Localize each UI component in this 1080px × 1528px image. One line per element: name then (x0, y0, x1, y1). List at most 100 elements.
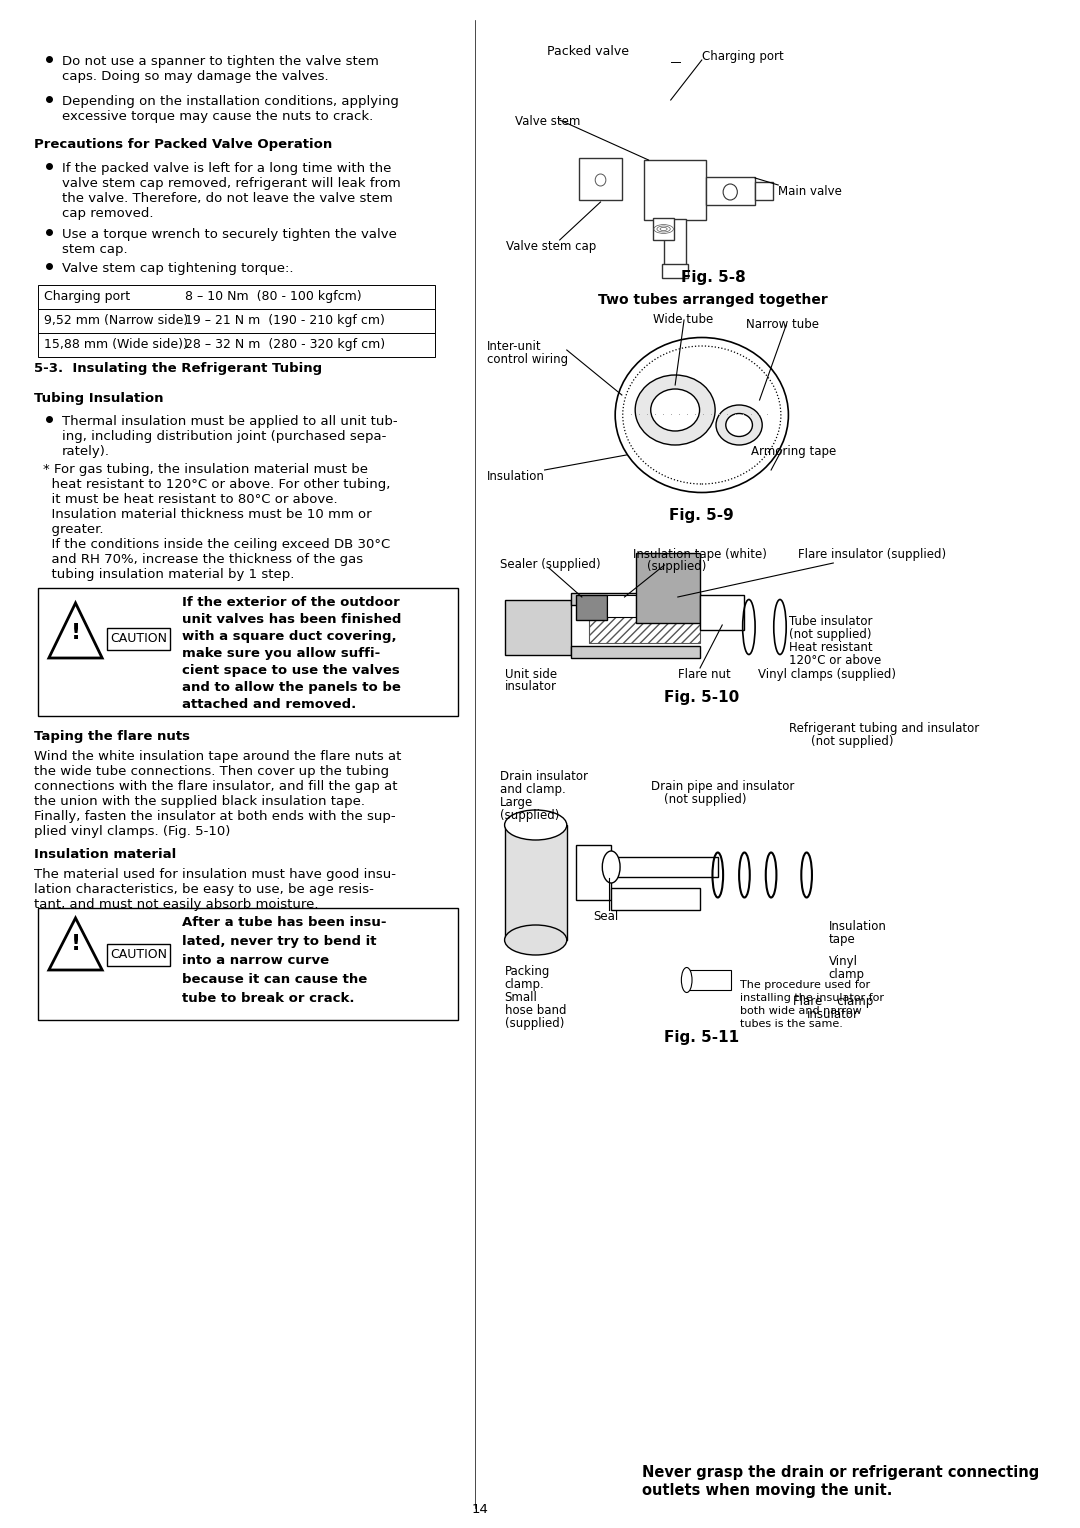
Ellipse shape (504, 924, 567, 955)
Bar (636, 553, 700, 623)
Bar (706, 177, 755, 205)
Text: stem cap.: stem cap. (63, 243, 127, 257)
Text: Narrow tube: Narrow tube (746, 318, 820, 332)
Text: Two tubes arranged together: Two tubes arranged together (598, 293, 828, 307)
Bar (576, 845, 611, 900)
Text: (supplied): (supplied) (500, 808, 559, 822)
Text: If the conditions inside the ceiling exceed DB 30°C: If the conditions inside the ceiling exc… (42, 538, 390, 552)
Text: Depending on the installation conditions, applying: Depending on the installation conditions… (63, 95, 399, 108)
Text: Finally, fasten the insulator at both ends with the sup-: Finally, fasten the insulator at both en… (33, 810, 395, 824)
Text: excessive torque may cause the nuts to crack.: excessive torque may cause the nuts to c… (63, 110, 374, 122)
Bar (687, 970, 731, 990)
Text: Fig. 5-11: Fig. 5-11 (664, 1030, 740, 1045)
Text: Flare nut: Flare nut (678, 668, 730, 681)
Text: Vinyl clamps (supplied): Vinyl clamps (supplied) (758, 668, 895, 681)
Text: Do not use a spanner to tighten the valve stem: Do not use a spanner to tighten the valv… (63, 55, 379, 69)
Bar (504, 825, 567, 940)
Text: hose band: hose band (504, 1004, 566, 1018)
Text: Flare    clamp: Flare clamp (794, 995, 874, 1008)
Bar (38, 333, 435, 358)
Polygon shape (49, 918, 103, 970)
Text: installing the insulator for: installing the insulator for (740, 993, 885, 1002)
Text: Fig. 5-8: Fig. 5-8 (681, 270, 745, 286)
Text: outlets when moving the unit.: outlets when moving the unit. (643, 1484, 893, 1497)
Text: tubes is the same.: tubes is the same. (740, 1019, 842, 1028)
Bar (108, 628, 170, 649)
Text: Precautions for Packed Valve Operation: Precautions for Packed Valve Operation (33, 138, 332, 151)
Bar (571, 646, 700, 659)
Text: 8 – 10 Nm  (80 - 100 kgfcm): 8 – 10 Nm (80 - 100 kgfcm) (185, 290, 362, 303)
Text: Insulation: Insulation (487, 471, 544, 483)
Ellipse shape (635, 374, 715, 445)
Bar (664, 219, 686, 264)
Text: Inter-unit: Inter-unit (487, 341, 541, 353)
Text: connections with the flare insulator, and fill the gap at: connections with the flare insulator, an… (33, 779, 397, 793)
Text: Flare insulator (supplied): Flare insulator (supplied) (798, 549, 946, 561)
Bar (589, 610, 700, 643)
Ellipse shape (726, 414, 753, 437)
Text: Thermal insulation must be applied to all unit tub-: Thermal insulation must be applied to al… (63, 416, 397, 428)
Text: Seal: Seal (593, 911, 619, 923)
Polygon shape (49, 604, 103, 659)
Ellipse shape (623, 345, 781, 484)
Text: If the packed valve is left for a long time with the: If the packed valve is left for a long t… (63, 162, 392, 176)
Text: attached and removed.: attached and removed. (183, 698, 356, 711)
Text: both wide and narrow: both wide and narrow (740, 1005, 862, 1016)
Text: the valve. Therefore, do not leave the valve stem: the valve. Therefore, do not leave the v… (63, 193, 393, 205)
Text: (supplied): (supplied) (504, 1018, 564, 1030)
Bar (653, 219, 674, 240)
Text: Insulation tape (white): Insulation tape (white) (633, 549, 767, 561)
Text: Insulation material: Insulation material (33, 848, 176, 860)
Text: Insulation material thickness must be 10 mm or: Insulation material thickness must be 10… (42, 507, 372, 521)
Text: Use a torque wrench to securely tighten the valve: Use a torque wrench to securely tighten … (63, 228, 397, 241)
Text: Valve stem cap: Valve stem cap (507, 240, 596, 254)
Text: ing, including distribution joint (purchased sepa-: ing, including distribution joint (purch… (63, 429, 387, 443)
Text: 14: 14 (471, 1504, 488, 1516)
Text: Drain pipe and insulator: Drain pipe and insulator (651, 779, 795, 793)
Text: clamp.: clamp. (504, 978, 544, 992)
Text: lated, never try to bend it: lated, never try to bend it (183, 935, 377, 947)
Text: Valve stem cap tightening torque:.: Valve stem cap tightening torque:. (63, 261, 294, 275)
Text: it must be heat resistant to 80°C or above.: it must be heat resistant to 80°C or abo… (42, 494, 337, 506)
Bar (662, 264, 688, 278)
Text: Main valve: Main valve (779, 185, 842, 199)
Bar (611, 888, 700, 911)
Text: and RH 70%, increase the thickness of the gas: and RH 70%, increase the thickness of th… (42, 553, 363, 565)
Text: Insulation: Insulation (828, 920, 887, 934)
Text: Drain insulator: Drain insulator (500, 770, 589, 782)
Bar (700, 594, 744, 630)
Text: Armoring tape: Armoring tape (751, 445, 836, 458)
Text: Never grasp the drain or refrigerant connecting: Never grasp the drain or refrigerant con… (643, 1465, 1040, 1481)
Text: plied vinyl clamps. (Fig. 5-10): plied vinyl clamps. (Fig. 5-10) (33, 825, 230, 837)
Bar (38, 286, 435, 309)
Text: tube to break or crack.: tube to break or crack. (183, 992, 354, 1005)
Text: 5-3.  Insulating the Refrigerant Tubing: 5-3. Insulating the Refrigerant Tubing (33, 362, 322, 374)
Text: and clamp.: and clamp. (500, 782, 566, 796)
Text: with a square duct covering,: with a square duct covering, (183, 630, 396, 643)
Text: Fig. 5-10: Fig. 5-10 (664, 691, 740, 704)
Text: Unit side: Unit side (504, 668, 556, 681)
Ellipse shape (616, 338, 788, 492)
Text: tant, and must not easily absorb moisture.: tant, and must not easily absorb moistur… (33, 898, 319, 911)
Bar (38, 908, 458, 1021)
Text: tape: tape (828, 934, 855, 946)
Bar (579, 157, 622, 200)
Text: (not supplied): (not supplied) (664, 793, 747, 805)
Text: If the exterior of the outdoor: If the exterior of the outdoor (183, 596, 400, 610)
Text: the union with the supplied black insulation tape.: the union with the supplied black insula… (33, 795, 365, 808)
Text: After a tube has been insu-: After a tube has been insu- (183, 915, 387, 929)
Text: Taping the flare nuts: Taping the flare nuts (33, 730, 190, 743)
Text: insulator: insulator (807, 1008, 859, 1021)
Text: The material used for insulation must have good insu-: The material used for insulation must ha… (33, 868, 395, 882)
Text: cient space to use the valves: cient space to use the valves (183, 665, 400, 677)
Bar (38, 588, 458, 717)
Bar (504, 601, 571, 656)
Text: Tube insulator: Tube insulator (788, 614, 873, 628)
Ellipse shape (681, 967, 692, 993)
Text: Packed valve: Packed valve (548, 44, 630, 58)
Text: Large: Large (500, 796, 534, 808)
Text: Wind the white insulation tape around the flare nuts at: Wind the white insulation tape around th… (33, 750, 401, 762)
Text: make sure you allow suffi-: make sure you allow suffi- (183, 646, 380, 660)
Text: Charging port: Charging port (702, 50, 784, 63)
Bar (644, 160, 706, 220)
